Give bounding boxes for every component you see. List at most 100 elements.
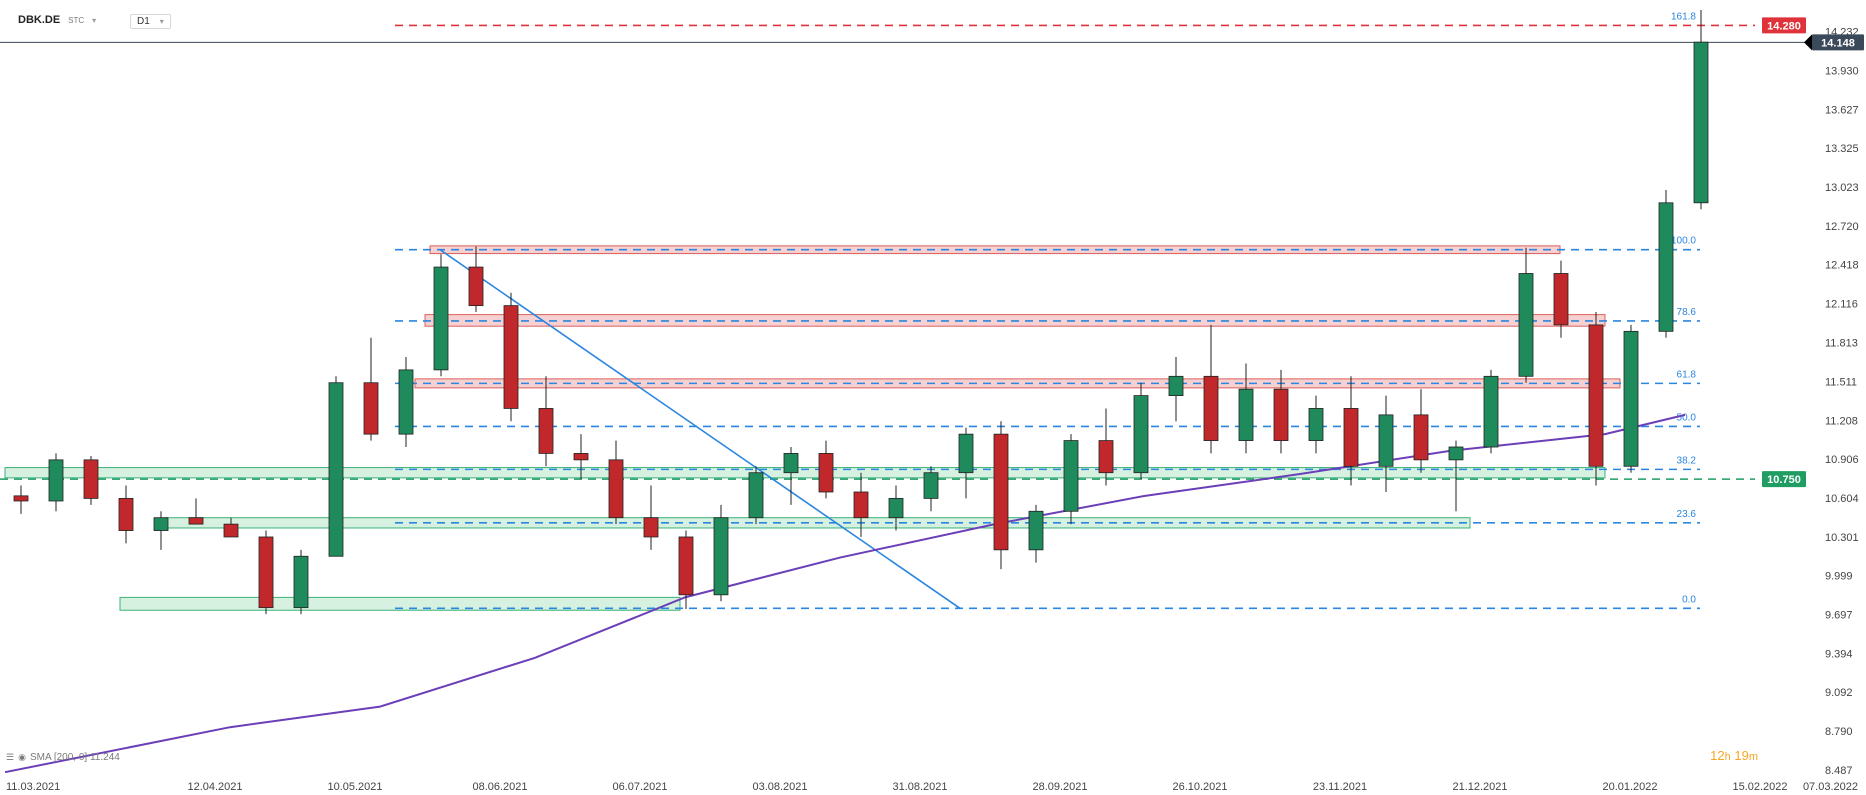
- candle-body: [398, 369, 414, 435]
- symbol-sub: STC: [68, 15, 85, 25]
- indicator-label: SMA [200, 0] 11.244: [29, 752, 120, 763]
- y-tick-label: 10.604: [1825, 493, 1859, 505]
- candle-body: [783, 453, 799, 474]
- y-tick-label: 9.697: [1825, 609, 1853, 621]
- y-tick-label: 10.301: [1825, 532, 1859, 544]
- y-tick-label: 8.487: [1825, 765, 1853, 777]
- candle-body: [1518, 273, 1534, 377]
- candle-body: [1203, 375, 1219, 441]
- candle-countdown: 12h 19m: [1710, 748, 1758, 763]
- candle-body: [1308, 408, 1324, 441]
- candle-body: [1028, 510, 1044, 551]
- candle-body: [118, 498, 134, 531]
- y-tick-label: 10.906: [1825, 454, 1859, 466]
- fib-level-label: 0.0: [1682, 594, 1696, 605]
- candle-body: [1483, 375, 1499, 448]
- y-tick-label: 9.092: [1825, 687, 1853, 699]
- x-tick-label: 06.07.2021: [612, 781, 667, 793]
- price-tag: [1812, 34, 1864, 51]
- y-tick-label: 9.394: [1825, 648, 1853, 660]
- candle-body: [643, 517, 659, 538]
- y-tick-label: 9.999: [1825, 571, 1853, 583]
- y-tick-label: 11.813: [1825, 338, 1858, 350]
- y-tick-label: 13.930: [1825, 65, 1859, 77]
- y-tick-label: 8.790: [1825, 726, 1853, 738]
- candle-body: [1273, 388, 1289, 441]
- y-axis-panel: [1810, 0, 1866, 795]
- candle-body: [188, 517, 204, 525]
- x-tick-label: 26.10.2021: [1172, 781, 1227, 793]
- price-tag-arrow: [1804, 34, 1812, 51]
- candle-body: [1658, 202, 1674, 332]
- candle-body: [678, 536, 694, 596]
- candle-body: [713, 517, 729, 596]
- candle-body: [1238, 388, 1254, 441]
- countdown-minutes: 19: [1734, 748, 1749, 763]
- candle-body: [993, 433, 1009, 551]
- x-tick-label: 12.04.2021: [187, 781, 242, 793]
- fib-level-label: 50.0: [1677, 412, 1697, 423]
- candle-body: [608, 459, 624, 519]
- candle-body: [1098, 440, 1114, 474]
- eye-icon[interactable]: ◉: [18, 752, 26, 762]
- candle-body: [468, 266, 484, 307]
- chevron-down-icon[interactable]: ▾: [92, 15, 97, 25]
- price-tag: [1762, 17, 1806, 34]
- y-tick-label: 12.418: [1825, 260, 1859, 272]
- price-tag-label: 10.750: [1767, 474, 1801, 486]
- candle-body: [83, 459, 99, 499]
- y-tick-label: 12.720: [1825, 221, 1859, 233]
- candle-body: [433, 266, 449, 371]
- candle-body: [1413, 414, 1429, 461]
- list-icon[interactable]: ☰: [6, 752, 15, 762]
- symbol-name: DBK.DE: [18, 14, 61, 26]
- support-zone: [4, 467, 1606, 479]
- timeframe-select[interactable]: D1 ▾: [130, 14, 171, 29]
- indicator-legend[interactable]: ☰ ◉ SMA [200, 0] 11.244: [6, 752, 120, 763]
- symbol-header[interactable]: DBK.DE STC ▾: [18, 14, 96, 26]
- price-tag: [1762, 471, 1806, 488]
- candle-body: [1063, 440, 1079, 512]
- candle-body: [958, 433, 974, 474]
- fib-level-label: 100.0: [1671, 236, 1696, 247]
- price-tag-label: 14.280: [1767, 20, 1801, 32]
- chevron-down-icon: ▾: [159, 17, 164, 26]
- candle-body: [923, 472, 939, 499]
- candle-body: [48, 459, 64, 502]
- candle-body: [13, 495, 29, 502]
- x-tick-label: 28.09.2021: [1032, 781, 1087, 793]
- candle-body: [853, 491, 869, 519]
- candle-body: [573, 453, 589, 461]
- candle-body: [538, 408, 554, 454]
- x-tick-label: 21.12.2021: [1452, 781, 1507, 793]
- sma-200-line: [4, 413, 1686, 774]
- x-tick-label: 20.01.2022: [1602, 781, 1657, 793]
- y-tick-label: 13.627: [1825, 104, 1859, 116]
- price-tag-label: 14.148: [1821, 37, 1855, 49]
- candle-body: [1588, 324, 1604, 467]
- y-tick-label: 13.325: [1825, 143, 1859, 155]
- candle-body: [818, 453, 834, 493]
- x-tick-label: 11.03.2021: [6, 781, 60, 793]
- x-tick-label: 08.06.2021: [472, 781, 527, 793]
- candle-body: [1133, 395, 1149, 474]
- countdown-m: m: [1748, 751, 1758, 763]
- candle-body: [1553, 273, 1569, 326]
- y-tick-label: 13.023: [1825, 182, 1859, 194]
- candle-body: [1168, 375, 1184, 396]
- candle-body: [293, 555, 309, 609]
- x-tick-label: 31.08.2021: [892, 781, 947, 793]
- candle-body: [363, 382, 379, 435]
- y-tick-label: 11.511: [1825, 376, 1857, 388]
- x-tick-label: 03.08.2021: [752, 781, 807, 793]
- candle-body: [1693, 41, 1709, 204]
- fib-level-label: 38.2: [1677, 455, 1697, 466]
- y-tick-label: 11.208: [1825, 415, 1858, 427]
- candle-body: [888, 498, 904, 519]
- countdown-hours: 12: [1710, 748, 1725, 763]
- fib-level-label: 161.8: [1671, 11, 1696, 22]
- candle-body: [258, 536, 274, 609]
- x-tick-label: 10.05.2021: [327, 781, 382, 793]
